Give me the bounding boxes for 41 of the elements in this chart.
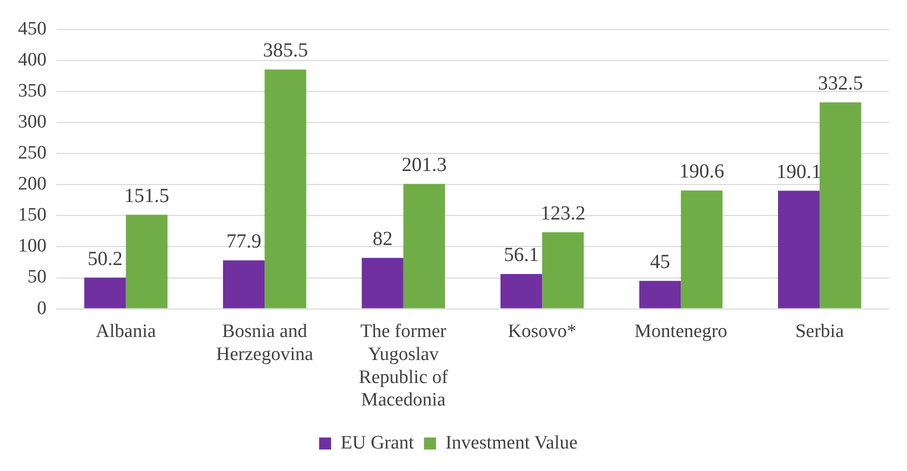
y-tick-label: 200: [18, 174, 46, 195]
x-tick-label: Montenegro: [634, 321, 728, 342]
bar: [639, 280, 681, 308]
x-tick-label: Kosovo*: [508, 321, 576, 342]
y-tick-label: 0: [37, 298, 46, 319]
data-label: 385.5: [262, 40, 308, 62]
data-label: 151.5: [124, 184, 170, 207]
x-tick-label: Bosnia and Herzegovina: [216, 321, 314, 365]
y-tick-label: 150: [18, 204, 46, 226]
bar: [542, 232, 584, 308]
y-tick-label: 350: [18, 80, 46, 102]
x-tick-label: Albania: [96, 321, 157, 342]
legend-label: Investment Value: [445, 432, 578, 454]
data-label: 123.2: [540, 202, 586, 225]
x-tick-label: The former Yugoslav Republic of Macedonia: [358, 321, 449, 411]
data-label: 332.5: [818, 72, 863, 95]
y-tick-label: 400: [18, 49, 46, 70]
legend-label: EU Grant: [340, 432, 415, 454]
bar: [403, 184, 445, 308]
bar: [680, 190, 722, 308]
data-label: 190.6: [679, 160, 724, 183]
bar: [84, 278, 126, 308]
bar: [223, 260, 265, 308]
bar: [126, 214, 168, 308]
y-tick-label: 50: [28, 266, 46, 288]
bar: [500, 274, 542, 308]
data-label: 77.9: [226, 230, 262, 253]
y-tick-label: 450: [18, 18, 46, 40]
data-label: 201.3: [402, 154, 447, 176]
data-label: 82: [372, 228, 393, 250]
data-label: 56.1: [504, 244, 539, 266]
y-tick-label: 300: [18, 112, 46, 133]
x-tick-label: Serbia: [795, 321, 844, 342]
data-label: 45: [650, 251, 670, 274]
bar: [820, 102, 862, 308]
y-tick-label: 250: [18, 142, 46, 164]
bar: [264, 69, 306, 308]
bar: [778, 190, 820, 308]
y-tick-label: 100: [18, 236, 46, 257]
bar: [362, 258, 404, 308]
data-label: 50.2: [88, 248, 123, 270]
